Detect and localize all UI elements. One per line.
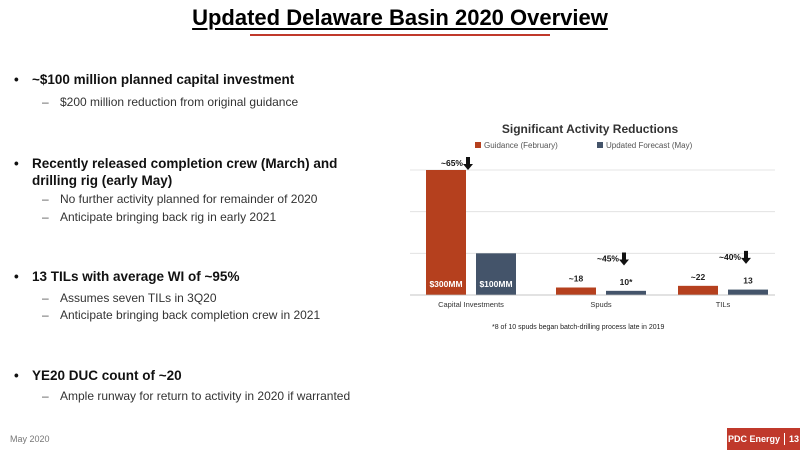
data-label-2-1: 13 (743, 276, 753, 286)
sub-bullet-crew-return: Anticipate bringing back completion crew… (42, 308, 320, 323)
footer-brand: PDC Energy 13 (727, 428, 800, 450)
footer-date: May 2020 (10, 434, 50, 444)
down-arrow-icon (463, 157, 473, 170)
legend-swatch-1 (597, 142, 603, 148)
bar-1-0 (556, 287, 596, 295)
sub-bullet-no-activity: No further activity planned for remainde… (42, 192, 318, 207)
page-number: 13 (789, 434, 800, 444)
data-label-1-0: ~18 (569, 274, 584, 284)
sub-bullet-rig-return: Anticipate bringing back rig in early 20… (42, 210, 276, 225)
sub-bullet-capital-reduction: $200 million reduction from original gui… (42, 95, 298, 110)
slide-title: Updated Delaware Basin 2020 Overview (192, 5, 608, 30)
bullet-capital: ~$100 million planned capital investment (14, 71, 372, 88)
bullet-tils: 13 TILs with average WI of ~95% (14, 268, 372, 285)
bar-0-1 (476, 253, 516, 295)
bullet-list: ~$100 million planned capital investment… (0, 0, 400, 450)
activity-reductions-chart: Significant Activity Reductions Guidance … (410, 122, 775, 309)
legend-label-0: Guidance (February) (484, 141, 558, 150)
legend-swatch-0 (475, 142, 481, 148)
data-label-0-1: $100MM (479, 279, 512, 289)
title-underline (250, 34, 550, 36)
bullet-crew-rig: Recently released completion crew (March… (14, 155, 372, 189)
brand-name: PDC Energy (727, 434, 780, 444)
reduction-label-0: ~65% (441, 158, 463, 168)
bar-0-0 (426, 170, 466, 295)
data-label-0-0: $300MM (429, 279, 462, 289)
brand-separator (784, 433, 785, 445)
down-arrow-icon (619, 252, 629, 266)
data-label-1-1: 10* (620, 277, 633, 287)
bar-1-1 (606, 290, 646, 295)
bullet-duc: YE20 DUC count of ~20 (14, 367, 372, 384)
reduction-label-1: ~45% (597, 254, 619, 264)
down-arrow-icon (741, 250, 751, 264)
chart-title: Significant Activity Reductions (502, 122, 679, 136)
category-label-0: Capital Investments (438, 300, 504, 309)
chart-footnote: *8 of 10 spuds began batch-drilling proc… (492, 324, 665, 331)
sub-bullet-runway: Ample runway for return to activity in 2… (42, 389, 350, 404)
legend-label-1: Updated Forecast (May) (606, 141, 693, 150)
category-label-2: TILs (716, 300, 731, 309)
data-label-2-0: ~22 (691, 272, 706, 282)
bar-2-0 (678, 285, 718, 295)
reduction-label-2: ~40% (719, 252, 741, 262)
category-label-1: Spuds (590, 300, 612, 309)
sub-bullet-3q20: Assumes seven TILs in 3Q20 (42, 291, 216, 306)
bar-2-1 (728, 289, 768, 295)
